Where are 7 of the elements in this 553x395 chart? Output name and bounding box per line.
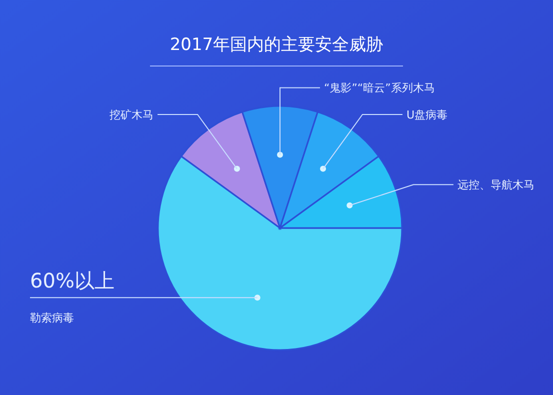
slice-label: U盘病毒 <box>406 108 448 122</box>
chart-title: 2017年国内的主要安全威胁 <box>170 35 384 55</box>
slice-label: 远控、导航木马 <box>457 178 534 192</box>
slice-label: “鬼影”“暗云”系列木马 <box>324 82 435 95</box>
slice-label: 挖矿木马 <box>110 108 154 122</box>
slice-label: 勒索病毒 <box>30 312 74 325</box>
data-label: 60%以上 <box>30 268 114 293</box>
